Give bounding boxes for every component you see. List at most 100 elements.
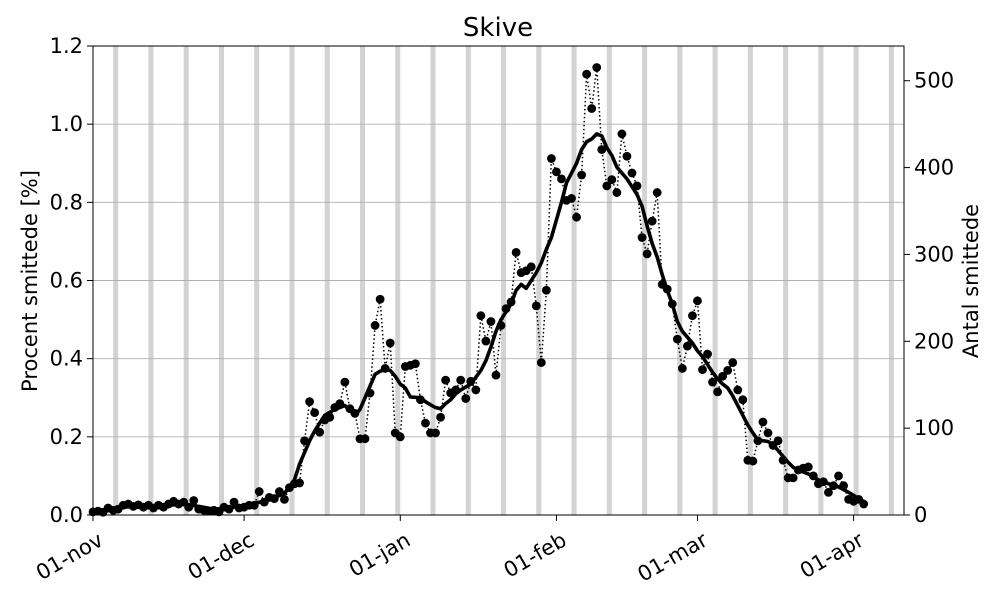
data-point	[254, 487, 264, 496]
y2-tick-label: 500	[914, 69, 954, 93]
data-point	[738, 395, 748, 405]
data-point	[708, 377, 717, 387]
y-tick-label: 0.8	[50, 190, 83, 214]
data-point	[582, 69, 592, 79]
data-point	[602, 181, 612, 191]
data-point	[577, 170, 587, 180]
y2-tick-label: 300	[914, 242, 954, 266]
data-point	[456, 375, 466, 385]
data-point	[436, 412, 445, 422]
data-point	[587, 104, 597, 113]
data-point	[617, 129, 627, 139]
data-point	[546, 154, 556, 163]
data-point	[642, 249, 652, 259]
data-point	[607, 175, 617, 185]
data-point	[295, 478, 304, 488]
y-tick-label: 0.2	[50, 425, 83, 449]
grid-lines	[93, 45, 904, 516]
data-point	[395, 432, 405, 442]
data-point	[280, 494, 289, 504]
data-point	[612, 188, 622, 197]
data-point	[698, 365, 707, 375]
data-point	[763, 428, 773, 438]
data-point	[486, 317, 496, 326]
data-point	[315, 427, 325, 437]
x-tick-label: 01-feb	[500, 528, 571, 583]
x-tick-label: 01-dec	[184, 528, 258, 585]
data-point	[637, 233, 647, 242]
chart-title: Skive	[463, 13, 533, 43]
data-point	[723, 365, 733, 375]
data-point	[536, 358, 546, 367]
data-point	[703, 349, 712, 359]
y-axis-right: 0 100 200 300 400 500	[904, 69, 954, 527]
data-point	[557, 174, 566, 184]
data-point	[410, 359, 420, 369]
y2-tick-label: 0	[914, 503, 927, 527]
data-point	[693, 296, 702, 306]
y2-axis-label: Antal smittede	[959, 204, 983, 358]
y2-tick-label: 400	[914, 156, 954, 180]
data-point	[647, 216, 657, 226]
data-point	[622, 151, 632, 161]
data-point	[491, 370, 501, 380]
data-point	[688, 311, 697, 321]
data-point	[834, 471, 843, 481]
y-tick-label: 1.0	[50, 112, 83, 136]
data-point	[431, 428, 440, 438]
data-point	[552, 167, 561, 177]
x-tick-label: 01-mar	[634, 528, 712, 587]
data-point	[773, 436, 783, 446]
data-point	[627, 168, 637, 178]
data-point	[526, 262, 536, 272]
data-point	[718, 371, 728, 381]
data-point	[592, 63, 602, 72]
data-point	[421, 418, 430, 428]
data-point	[340, 377, 350, 387]
y-tick-label: 0.4	[50, 347, 83, 371]
data-point	[511, 247, 521, 257]
data-point	[682, 341, 692, 351]
data-point	[803, 462, 813, 472]
smoothed-line	[91, 132, 866, 514]
x-tick-label: 01-apr	[796, 528, 868, 584]
data-point	[713, 387, 723, 397]
data-point	[652, 188, 662, 197]
y-tick-label: 0.0	[50, 503, 83, 527]
data-point	[567, 194, 576, 203]
data-point	[572, 212, 581, 222]
x-tick-label: 01-jan	[345, 528, 414, 582]
data-point	[758, 417, 768, 427]
data-point	[476, 311, 486, 321]
y-tick-label: 0.6	[50, 269, 83, 293]
data-point	[461, 394, 471, 403]
data-point	[310, 408, 320, 418]
data-point	[531, 301, 541, 311]
data-point	[597, 145, 607, 154]
data-point	[824, 487, 833, 497]
data-point	[385, 338, 395, 348]
y-axis-left: 0.0 0.2 0.4 0.6 0.8 1.0 1.2	[50, 34, 93, 527]
y2-tick-label: 100	[914, 416, 954, 440]
x-axis: 01-nov 01-dec 01-jan 01-feb 01-mar 01-apr	[32, 515, 868, 587]
data-point	[229, 497, 239, 507]
data-point	[375, 294, 385, 304]
data-point	[672, 334, 682, 344]
data-point	[728, 358, 738, 367]
data-point	[733, 385, 743, 395]
data-point	[370, 321, 380, 330]
data-point	[441, 375, 451, 385]
y-tick-label: 1.2	[50, 34, 83, 58]
data-point	[189, 496, 199, 505]
data-point	[471, 385, 481, 395]
data-point	[360, 434, 370, 444]
y2-tick-label: 200	[914, 329, 954, 353]
data-point	[481, 336, 491, 346]
data-point	[305, 397, 315, 407]
series-layer	[88, 63, 869, 517]
data-point	[788, 473, 798, 483]
data-point	[748, 456, 758, 466]
y-axis-label: Procent smittede [%]	[18, 170, 42, 392]
data-point	[677, 364, 687, 373]
